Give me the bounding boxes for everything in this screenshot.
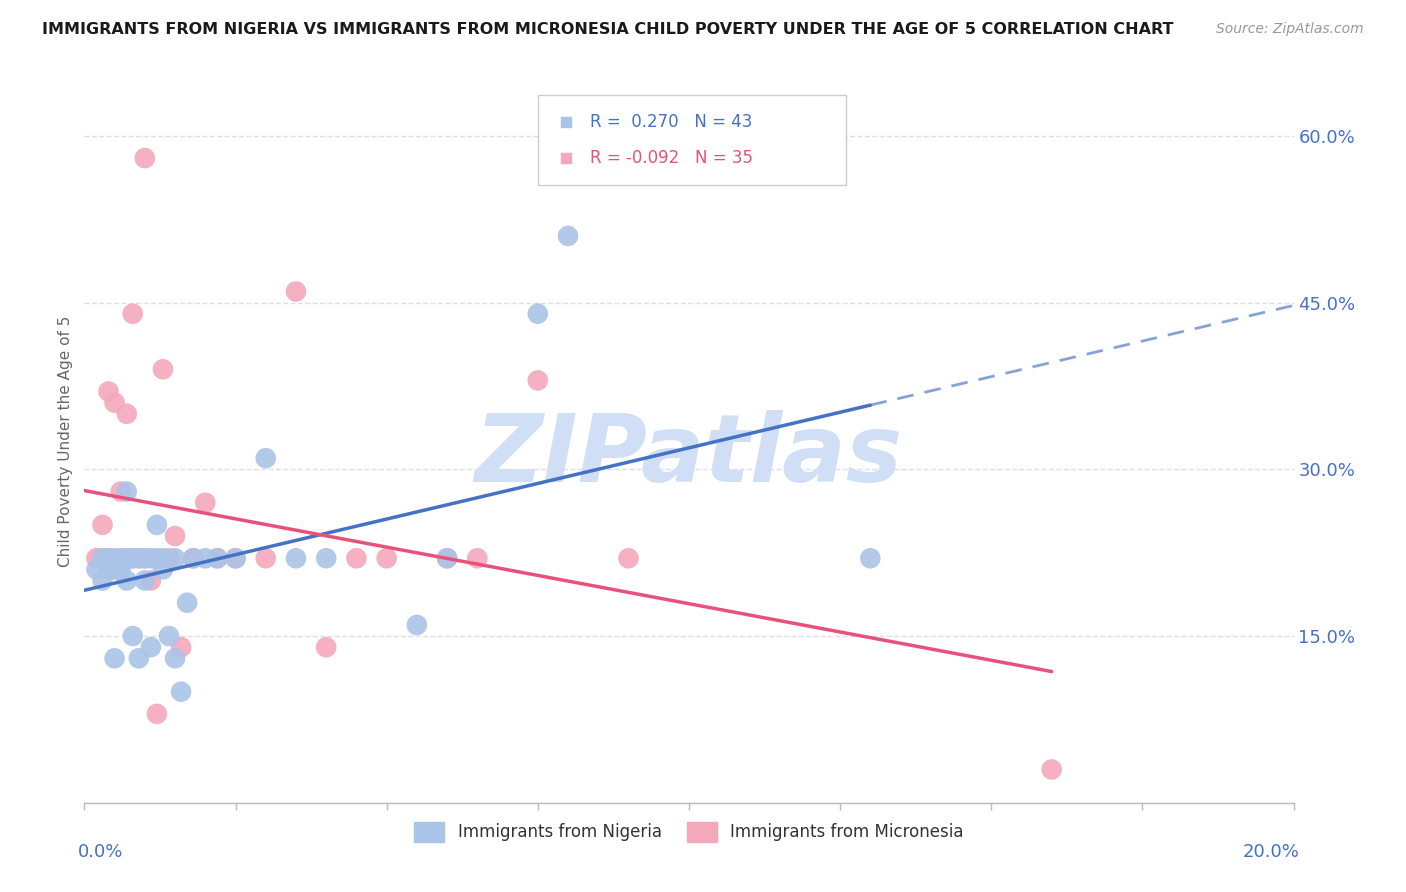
Point [225,551,247,566]
Point [115,407,138,421]
Point [170,684,193,698]
Point [207,551,229,566]
Point [557,228,579,243]
Point [97,384,120,399]
Point [315,640,337,655]
Point [176,596,198,610]
Point [104,562,127,576]
Point [165,651,187,665]
Point [97,551,120,566]
Point [91,551,114,566]
Point [110,484,132,499]
Point [110,551,132,566]
Point [121,551,143,566]
Point [406,618,429,632]
Point [121,307,143,321]
Point [157,551,180,566]
Point [91,517,114,532]
Point [146,517,169,532]
Text: R =  0.270   N = 43: R = 0.270 N = 43 [589,113,752,131]
Point [285,285,308,299]
Point [121,551,143,566]
Point [194,496,217,510]
Point [617,551,640,566]
Point [152,551,174,566]
Point [104,562,127,576]
Point [1040,763,1063,777]
Point [139,640,162,655]
Point [146,551,169,566]
Point [375,551,398,566]
Point [128,551,150,566]
Point [134,551,156,566]
Point [139,574,162,588]
Point [97,562,120,576]
Point [121,629,143,643]
Point [254,451,277,466]
Point [91,574,114,588]
Text: R = -0.092   N = 35: R = -0.092 N = 35 [589,149,752,167]
Point [207,551,229,566]
Text: ZIPatlas: ZIPatlas [475,410,903,502]
Point [152,562,174,576]
Point [181,551,204,566]
Point [181,551,204,566]
Point [86,551,108,566]
Point [315,551,337,566]
Point [152,362,174,376]
Point [170,640,193,655]
Point [285,551,308,566]
Text: Source: ZipAtlas.com: Source: ZipAtlas.com [1216,22,1364,37]
Point [194,551,217,566]
Point [104,651,127,665]
Point [110,562,132,576]
Text: IMMIGRANTS FROM NIGERIA VS IMMIGRANTS FROM MICRONESIA CHILD POVERTY UNDER THE AG: IMMIGRANTS FROM NIGERIA VS IMMIGRANTS FR… [42,22,1174,37]
Point [110,551,132,566]
Text: 20.0%: 20.0% [1243,843,1299,861]
Point [115,574,138,588]
Point [157,629,180,643]
Point [146,706,169,721]
Point [104,551,127,566]
Text: 0.0%: 0.0% [79,843,124,861]
Point [527,373,550,387]
Point [128,551,150,566]
Legend: Immigrants from Nigeria, Immigrants from Micronesia: Immigrants from Nigeria, Immigrants from… [408,815,970,848]
Point [104,395,127,409]
Point [467,551,489,566]
Point [436,551,458,566]
Point [225,551,247,566]
Point [134,574,156,588]
Point [91,551,114,566]
Point [128,651,150,665]
Point [346,551,368,566]
Point [436,551,458,566]
Point [859,551,882,566]
Point [97,551,120,566]
Point [134,151,156,165]
Point [86,562,108,576]
Point [115,551,138,566]
FancyBboxPatch shape [538,95,846,185]
Point [254,551,277,566]
Point [134,551,156,566]
Point [527,307,550,321]
Point [165,551,187,566]
Point [115,551,138,566]
Point [165,529,187,543]
Point [139,551,162,566]
Y-axis label: Child Poverty Under the Age of 5: Child Poverty Under the Age of 5 [58,316,73,567]
Point [115,484,138,499]
